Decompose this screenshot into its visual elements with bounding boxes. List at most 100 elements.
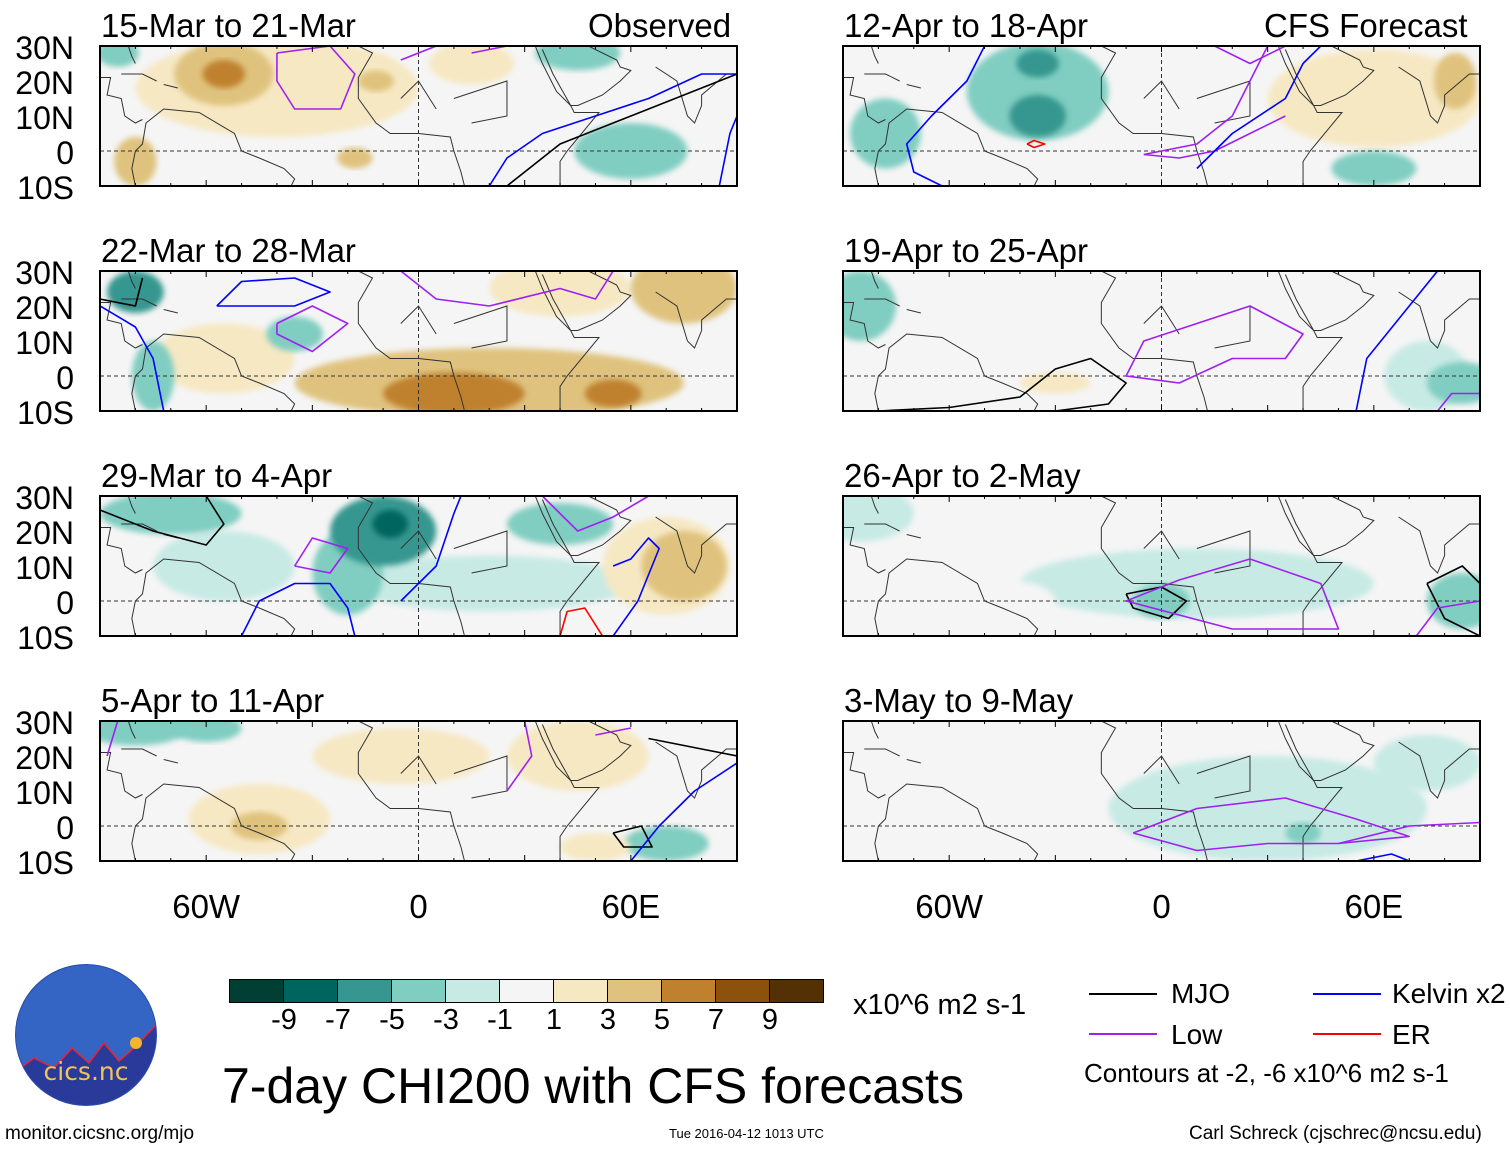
panel-title: 29-Mar to 4-Apr xyxy=(101,457,333,494)
lat-label: 0 xyxy=(56,135,74,171)
kelvin-contour xyxy=(1196,46,1322,170)
coastline xyxy=(100,302,143,349)
coastline xyxy=(1284,271,1375,331)
map-panel xyxy=(99,495,738,637)
anomaly-region xyxy=(584,379,642,408)
footer-url[interactable]: monitor.cicsnc.org/mjo xyxy=(5,1123,195,1144)
coastline xyxy=(453,305,508,349)
anomaly-region xyxy=(337,147,373,169)
mjo-contour xyxy=(506,73,737,186)
coastline xyxy=(906,309,921,314)
coastline xyxy=(127,271,136,289)
coastline xyxy=(655,66,737,124)
colorbar-tick-label: 3 xyxy=(599,1004,617,1036)
low-contour xyxy=(400,271,614,307)
coastline xyxy=(864,73,900,82)
anomaly-region xyxy=(574,123,688,179)
lat-label: 0 xyxy=(56,360,74,396)
colorbar-swatch xyxy=(338,980,392,1002)
lat-label: 20N xyxy=(15,740,74,776)
coastline xyxy=(453,755,508,799)
coastline xyxy=(127,496,136,514)
low-contour xyxy=(276,46,356,110)
panel-frame xyxy=(99,720,738,862)
kelvin-contour xyxy=(1355,271,1439,411)
coastline xyxy=(100,527,143,574)
colorbar-swatch xyxy=(392,980,446,1002)
kelvin-contour xyxy=(100,305,165,411)
kelvin-contour xyxy=(718,115,737,186)
anomaly-region xyxy=(100,46,139,67)
coastline xyxy=(1284,721,1375,781)
anomaly-region xyxy=(1267,49,1480,148)
figure-title: 7-day CHI200 with CFS forecasts xyxy=(222,1058,964,1114)
forecast-label: CFS Forecast xyxy=(1264,7,1468,44)
map-panel xyxy=(99,45,738,187)
low-contour xyxy=(1436,392,1480,411)
mjo-contour xyxy=(100,496,225,546)
coastline xyxy=(1196,755,1251,799)
mjo-contour xyxy=(1125,586,1188,620)
kelvin-contour xyxy=(612,537,660,636)
anomaly-region xyxy=(966,46,1109,141)
coastline xyxy=(127,46,136,64)
anomaly-region xyxy=(1016,49,1059,78)
lon-label: 0 xyxy=(1152,888,1171,925)
low-contour xyxy=(1125,305,1304,384)
anomaly-region xyxy=(153,323,295,394)
coastline xyxy=(843,527,886,574)
low-contour xyxy=(541,496,649,532)
coastline xyxy=(357,496,601,636)
anomaly-region xyxy=(358,70,394,92)
anomaly-region xyxy=(956,766,1084,861)
coastline xyxy=(541,46,632,106)
coastline xyxy=(1100,496,1344,636)
low-contour xyxy=(1143,46,1269,156)
map-panel xyxy=(842,45,1481,187)
colorbar-tick-label: 7 xyxy=(707,1004,725,1036)
er-legend-label: ER xyxy=(1392,1019,1431,1050)
coastline xyxy=(1284,46,1375,106)
coastline xyxy=(843,77,886,124)
colorbar-tick-label: 1 xyxy=(545,1004,563,1036)
anomaly-region xyxy=(1373,735,1480,791)
colorbar-tick-label: 5 xyxy=(653,1004,671,1036)
mjo-contour xyxy=(648,737,737,757)
coastline xyxy=(163,84,178,89)
lat-label: 30N xyxy=(15,480,74,516)
panel-frame xyxy=(842,270,1481,412)
lon-label: 60E xyxy=(601,888,661,925)
lon-label: 60W xyxy=(172,888,241,925)
anomaly-region xyxy=(266,316,323,352)
footer-author: Carl Schreck (cjschrec@ncsu.edu) xyxy=(1189,1123,1482,1144)
kelvin-legend-label: Kelvin x2 xyxy=(1392,978,1506,1009)
anomaly-region xyxy=(1433,53,1477,109)
anomaly-region xyxy=(100,721,189,746)
anomaly-region xyxy=(1426,362,1480,404)
low-contour xyxy=(1214,46,1286,65)
coastline xyxy=(906,84,921,89)
anomaly-region xyxy=(1108,756,1427,861)
anomaly-region xyxy=(949,580,1056,622)
mjo-legend-line xyxy=(1089,993,1157,995)
er-legend-line xyxy=(1313,1033,1381,1035)
anomaly-region xyxy=(131,341,175,411)
coastline xyxy=(843,302,886,349)
anomaly-region xyxy=(843,496,914,542)
coastline xyxy=(870,496,879,514)
panel-frame xyxy=(99,45,738,187)
coastline xyxy=(864,298,900,307)
coastline xyxy=(864,748,900,757)
colorbar-tick-label: -5 xyxy=(379,1004,405,1036)
anomaly-region xyxy=(506,503,614,545)
colorbar-tick-label: -9 xyxy=(271,1004,297,1036)
er-contour xyxy=(559,607,604,636)
coastline xyxy=(655,516,737,574)
map-panel xyxy=(842,495,1481,637)
panel-title: 22-Mar to 28-Mar xyxy=(101,232,356,269)
kelvin-contour xyxy=(400,496,462,602)
coastline xyxy=(121,73,157,82)
anomaly-region xyxy=(623,826,709,861)
anomaly-region xyxy=(429,46,515,85)
coastline xyxy=(870,271,879,289)
